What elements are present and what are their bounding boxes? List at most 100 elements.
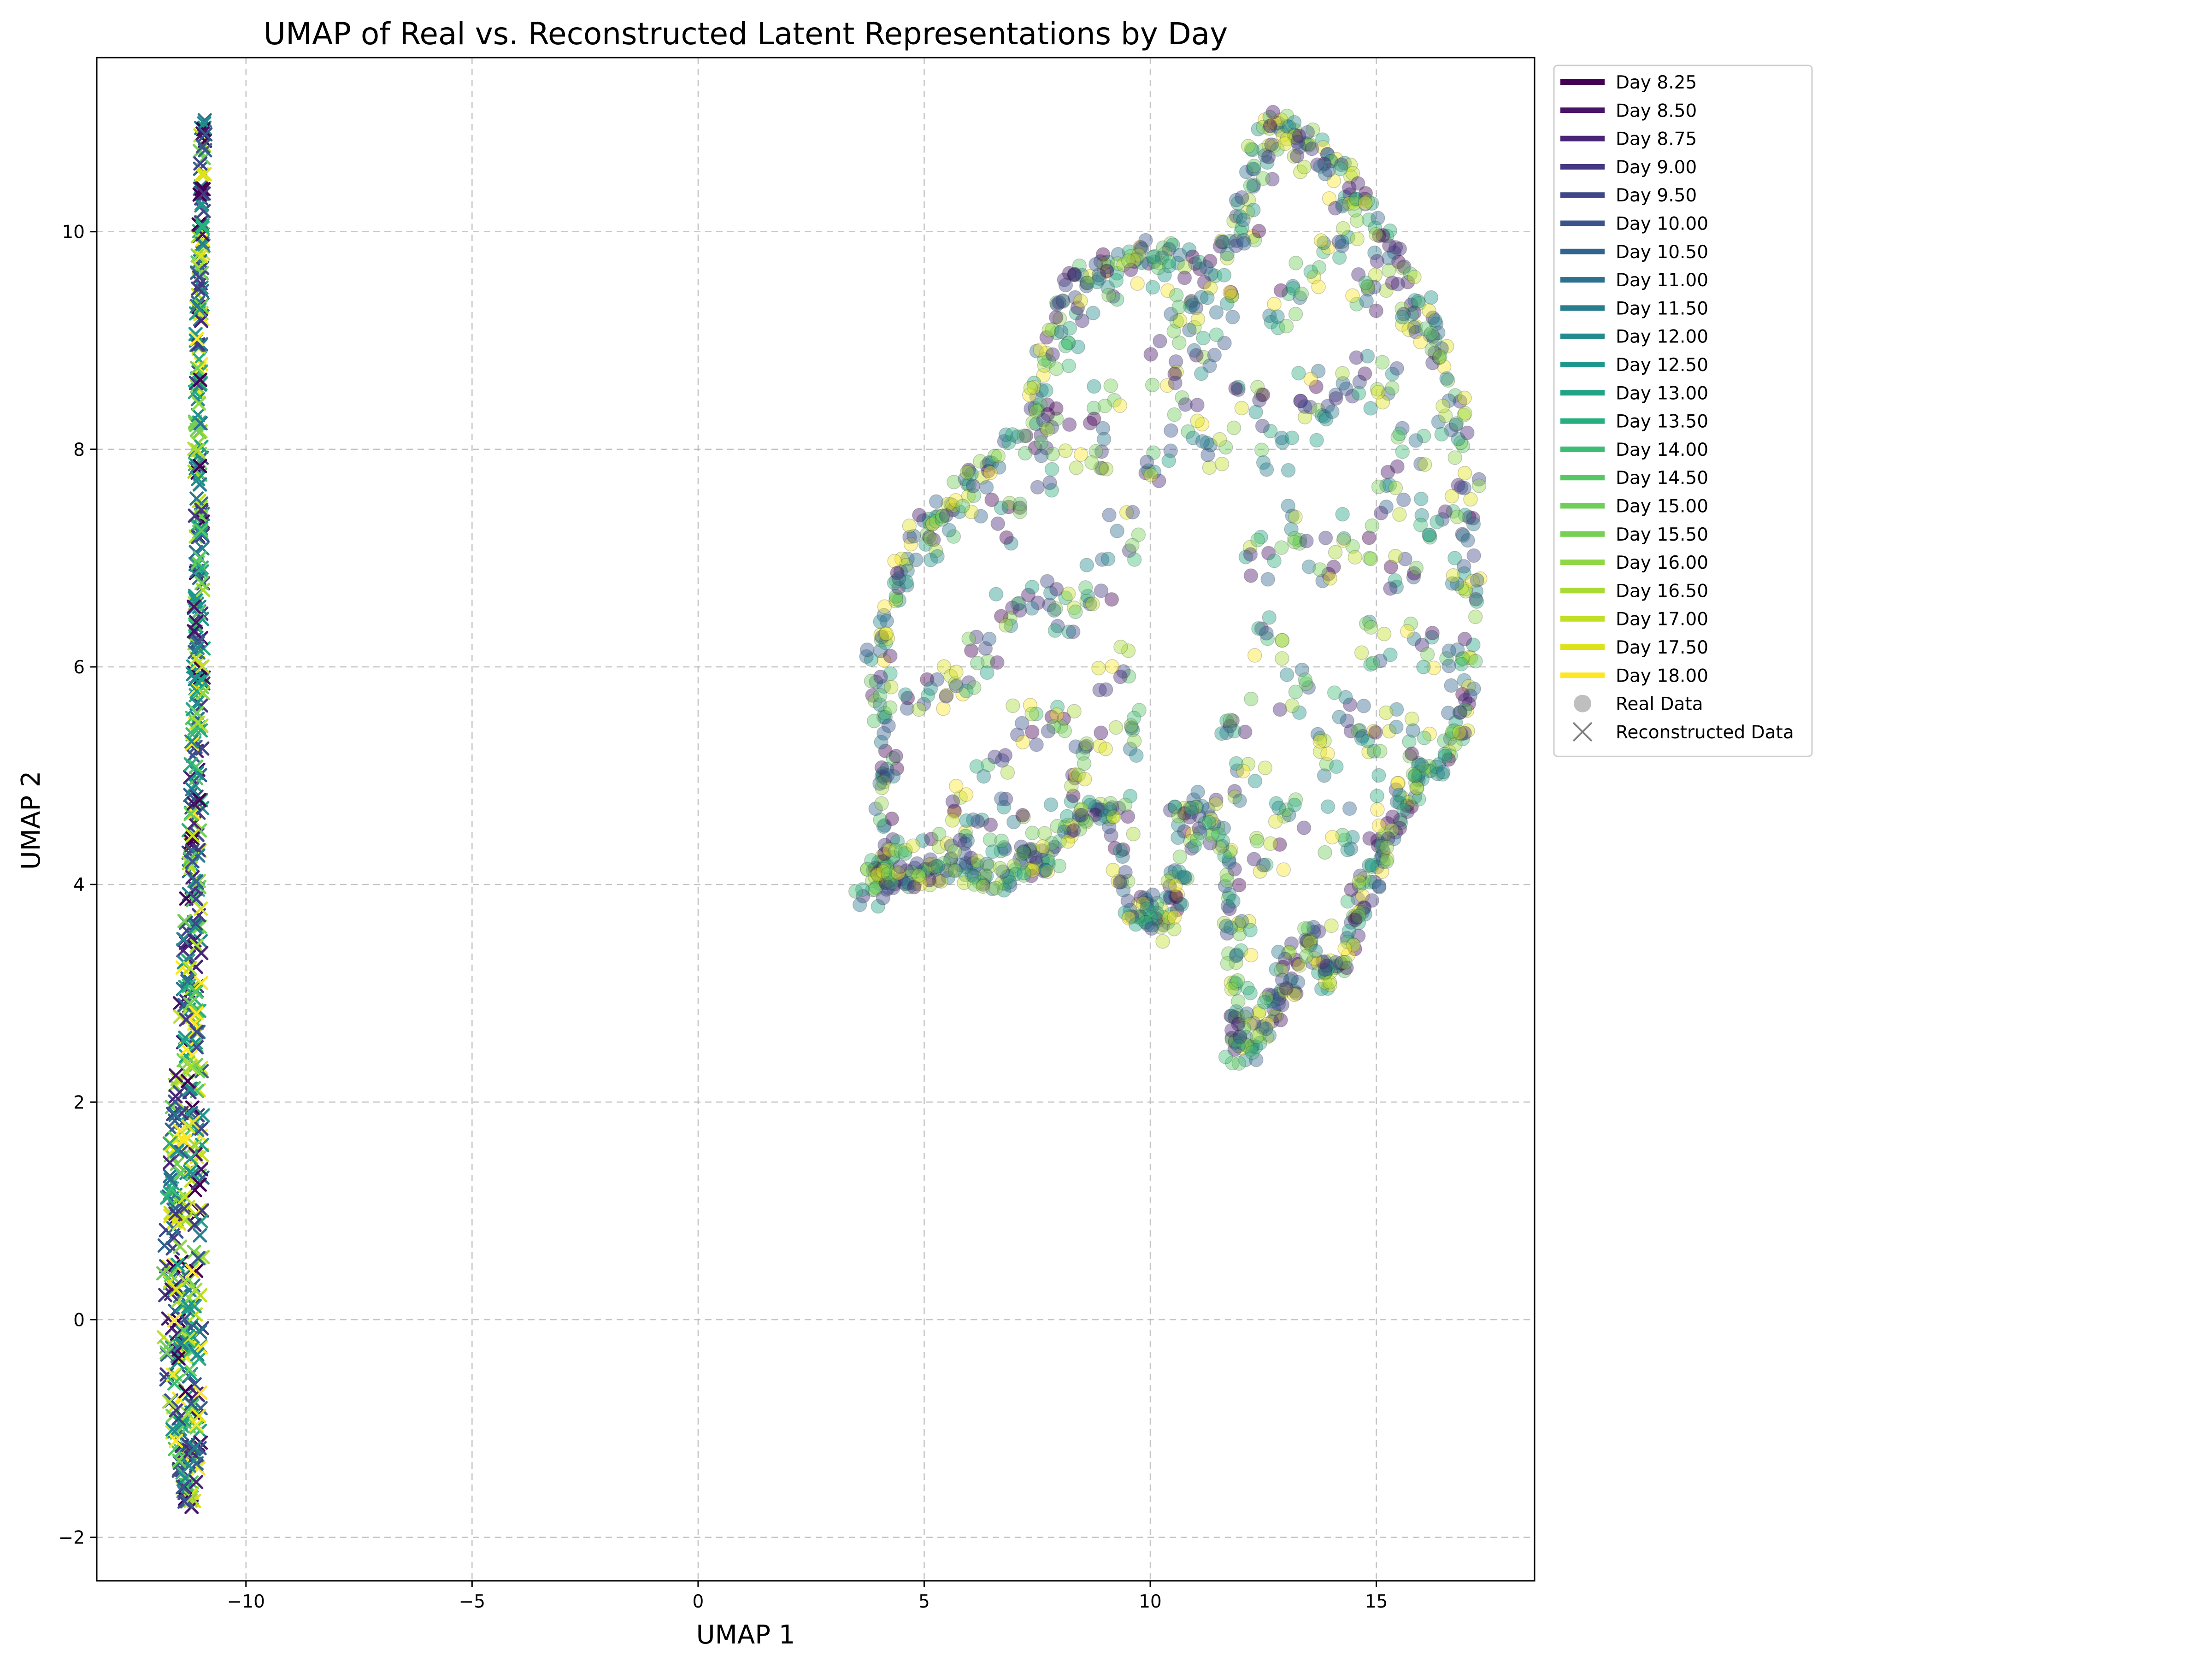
real-data-point — [848, 884, 863, 899]
real-data-point — [912, 870, 927, 885]
real-data-point — [877, 726, 891, 741]
real-data-point — [1287, 987, 1302, 1002]
real-data-point — [1131, 527, 1146, 542]
real-data-point — [1110, 524, 1124, 538]
real-data-point — [1029, 416, 1044, 431]
real-data-point — [1204, 267, 1219, 282]
real-data-point — [879, 882, 894, 897]
real-data-point — [1177, 801, 1191, 816]
real-data-point — [994, 833, 1009, 848]
real-data-point — [925, 517, 940, 531]
real-data-point — [1133, 240, 1148, 255]
real-data-point — [1161, 910, 1177, 925]
real-data-point — [1314, 981, 1329, 996]
real-data-point — [1465, 574, 1480, 589]
real-data-point — [1319, 958, 1334, 973]
real-data-point — [1433, 349, 1447, 364]
real-data-point — [1363, 401, 1378, 416]
real-data-point — [1303, 371, 1318, 387]
real-data-point — [1301, 559, 1317, 574]
real-data-point — [1447, 723, 1462, 738]
real-data-point — [1428, 332, 1443, 347]
real-data-point — [1314, 408, 1330, 423]
real-data-point — [1468, 609, 1483, 624]
real-data-point — [1279, 108, 1294, 124]
real-data-point — [1274, 983, 1289, 998]
grid-lines — [97, 58, 1535, 1581]
real-data-point — [1077, 756, 1092, 771]
real-data-point — [1049, 582, 1064, 597]
real-data-point — [970, 854, 985, 868]
real-data-point — [964, 466, 979, 482]
real-data-point — [1326, 173, 1341, 188]
x-axis-label: UMAP 1 — [696, 1620, 795, 1650]
real-data-point — [1071, 767, 1086, 782]
real-data-point — [1422, 764, 1437, 778]
real-data-point — [877, 862, 891, 877]
real-data-point — [1222, 901, 1237, 916]
real-data-point — [1012, 852, 1027, 867]
real-data-point — [1177, 806, 1192, 821]
real-data-point — [855, 882, 870, 897]
real-data-point — [1231, 1056, 1247, 1071]
real-data-point — [1220, 296, 1235, 311]
real-data-point — [1028, 441, 1043, 455]
real-data-point — [1252, 1027, 1267, 1042]
real-data-point — [1169, 889, 1184, 904]
real-data-point — [1219, 919, 1234, 933]
real-data-point — [1321, 566, 1336, 582]
real-data-point — [898, 877, 913, 891]
real-data-point — [1223, 719, 1237, 734]
real-data-point — [1404, 307, 1419, 322]
real-data-point — [1443, 731, 1458, 746]
real-data-point — [970, 814, 985, 829]
real-data-point — [860, 642, 875, 657]
real-data-point — [1077, 772, 1092, 787]
real-data-point — [1379, 854, 1394, 869]
real-data-point — [922, 857, 937, 872]
real-data-point — [921, 863, 935, 878]
real-data-point — [1304, 141, 1319, 156]
real-data-point — [964, 643, 979, 658]
real-data-point — [1385, 809, 1400, 825]
real-data-point — [1279, 802, 1294, 817]
real-data-point — [1068, 739, 1083, 754]
real-data-point — [1109, 273, 1124, 288]
real-data-point — [1471, 472, 1487, 487]
real-data-point — [944, 851, 959, 866]
real-data-point — [1188, 300, 1204, 316]
real-data-point — [869, 674, 883, 689]
real-data-point — [1432, 350, 1447, 365]
real-data-point — [1091, 660, 1106, 676]
real-data-point — [1375, 848, 1389, 863]
real-data-point — [1345, 166, 1360, 181]
real-data-point — [1458, 582, 1473, 597]
real-data-point — [1251, 122, 1265, 137]
real-data-point — [1222, 234, 1237, 249]
real-data-point — [1177, 260, 1192, 275]
real-data-point — [1292, 536, 1307, 551]
real-data-point — [1318, 962, 1333, 977]
real-data-point — [1450, 509, 1465, 524]
real-data-point — [1222, 844, 1237, 860]
real-data-point — [1124, 718, 1139, 733]
real-data-point — [870, 866, 885, 881]
real-data-point — [939, 688, 954, 703]
real-data-point — [1335, 234, 1349, 249]
real-data-point — [1231, 994, 1246, 1009]
real-data-point — [1238, 1053, 1253, 1067]
real-data-point — [1452, 705, 1467, 720]
real-data-point — [878, 626, 893, 642]
real-data-point — [1454, 580, 1469, 595]
real-data-point — [1206, 816, 1222, 831]
real-data-point — [1088, 799, 1103, 814]
real-data-point — [1167, 863, 1182, 878]
real-data-point — [1311, 956, 1325, 971]
real-data-point — [999, 530, 1014, 545]
real-data-point — [1087, 379, 1101, 394]
real-data-point — [1395, 260, 1411, 276]
real-data-point — [1328, 959, 1343, 974]
real-data-point — [1052, 311, 1067, 326]
real-data-point — [1282, 286, 1296, 301]
real-data-point — [960, 477, 975, 492]
